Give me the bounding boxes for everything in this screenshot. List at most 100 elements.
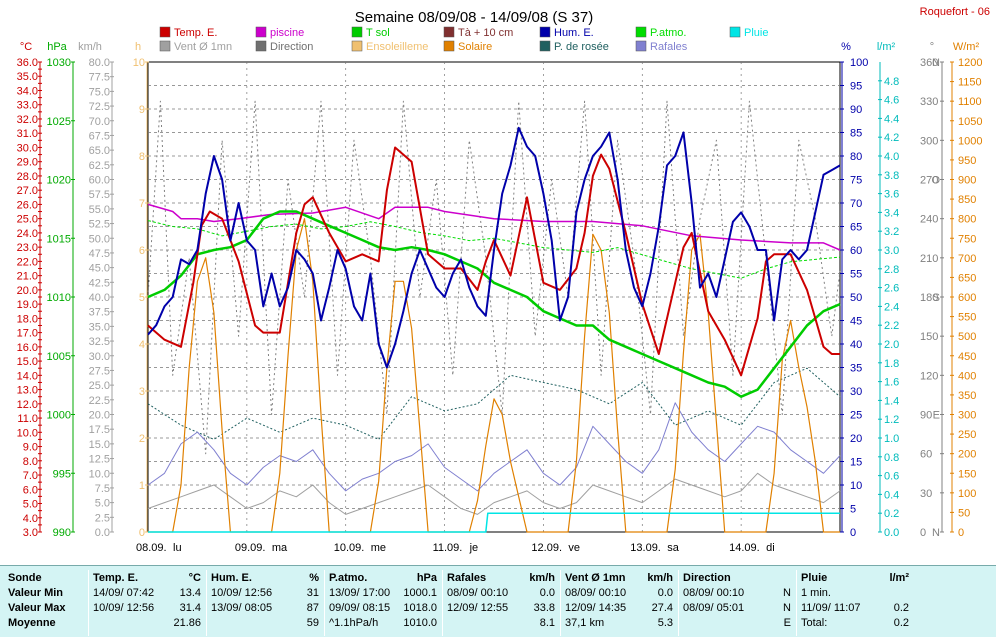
stats-temp-row: 21.86 <box>89 616 207 631</box>
tick-label-rain: 2.0 <box>884 339 899 351</box>
legend-label: Hum. E. <box>554 27 594 39</box>
tick-label-temp: 6.0 <box>23 484 38 496</box>
tick-label-wind: 55.0 <box>89 204 110 216</box>
tick-label-rain: 0.4 <box>884 489 899 501</box>
series-line-p-atmo- <box>147 220 841 279</box>
tick-label-rain: 1.6 <box>884 377 899 389</box>
tick-label-humidity: 75 <box>850 175 862 187</box>
tick-label-solar: 350 <box>958 390 976 402</box>
tick-label-humidity: 60 <box>850 245 862 257</box>
legend-label: P. de rosée <box>554 41 609 53</box>
tick-label-wind: 80.0 <box>89 57 110 69</box>
tick-label-solar: 1100 <box>958 96 982 108</box>
stats-panel: Sonde Valeur Min Valeur Max Moyenne Temp… <box>0 565 996 637</box>
tick-label-solar: 1200 <box>958 57 982 69</box>
legend-swatch <box>443 40 455 52</box>
tick-label-pressure: 1020 <box>47 175 71 187</box>
stats-pluie-value: 0.2 <box>893 617 909 629</box>
series-line-direction <box>147 100 841 455</box>
tick-label-temp: 32.0 <box>17 114 38 126</box>
stats-vent-unit: km/h <box>647 572 673 584</box>
tick-label-rain: 0.2 <box>884 508 899 520</box>
tick-label-humidity: 65 <box>850 222 862 234</box>
tick-label-humidity: 80 <box>850 151 862 163</box>
tick-label-temp: 31.0 <box>17 128 38 140</box>
tick-label-direction: 210 <box>920 253 938 265</box>
stats-rafales-unit: km/h <box>529 572 555 584</box>
legend-label: Pluie <box>744 27 768 39</box>
stats-rafales-row: 8.1 <box>443 616 561 631</box>
stats-pluie-header: Pluie <box>801 572 828 584</box>
stats-rafales-value: 8.1 <box>539 617 555 629</box>
stats-direction-value: N <box>783 602 791 614</box>
tick-label-solar: 700 <box>958 253 976 265</box>
tick-label-temp: 23.0 <box>17 242 38 254</box>
stats-rafales-header: Rafales <box>447 572 487 584</box>
tick-label-temp: 3.0 <box>23 527 38 539</box>
tick-label-rain: 3.6 <box>884 189 899 201</box>
tick-label-humidity: 20 <box>850 433 862 445</box>
stats-patmo-value: 1000.1 <box>403 587 437 599</box>
series-line-t-sol <box>147 210 841 398</box>
tick-label-temp: 10.0 <box>17 427 38 439</box>
tick-label-wind: 2.5 <box>95 512 110 524</box>
tick-label-sun: 8 <box>139 151 145 163</box>
tick-label-wind: 12.5 <box>89 454 110 466</box>
tick-label-humidity: 35 <box>850 363 862 375</box>
tick-label-temp: 19.0 <box>17 299 38 311</box>
tick-label-solar: 1050 <box>958 116 982 128</box>
tick-label-sun: 7 <box>139 198 145 210</box>
tick-label-humidity: 50 <box>850 292 862 304</box>
tick-label-sun: 0 <box>139 527 145 539</box>
stats-pluie-when: Total: <box>801 617 828 629</box>
stats-vent-row: 37,1 km 5.3 <box>561 616 679 631</box>
direction-cardinal: S <box>933 292 940 304</box>
legend-swatch <box>635 26 647 38</box>
tick-label-sun: 10 <box>133 57 145 69</box>
stats-temp-when: 10/09/ 12:56 <box>93 602 155 614</box>
stats-direction-header: Direction <box>683 572 731 584</box>
tick-label-temp: 14.0 <box>17 370 38 382</box>
legend-swatch <box>159 40 171 52</box>
tick-label-pressure: 1025 <box>47 116 71 128</box>
tick-label-solar: 850 <box>958 194 976 206</box>
tick-label-wind: 75.0 <box>89 86 110 98</box>
direction-cardinal: N <box>932 57 940 69</box>
stats-temp-row: 14/09/ 07:42 13.4 <box>89 586 207 601</box>
stats-col-sonde: Sonde Valeur Min Valeur Max Moyenne <box>0 570 88 636</box>
day-name: ma <box>272 542 288 554</box>
tick-label-direction: 120 <box>920 370 938 382</box>
stats-hum-row: 13/09/ 08:05 87 <box>207 601 325 616</box>
axis-unit-sun: h <box>135 41 141 53</box>
legend-label: Solaire <box>458 41 492 53</box>
tick-label-humidity: 0 <box>850 527 856 539</box>
tick-label-temp: 33.0 <box>17 100 38 112</box>
stats-direction-when: 08/09/ 00:10 <box>683 587 745 599</box>
legend-swatch <box>351 40 363 52</box>
tick-label-direction: 180 <box>920 292 938 304</box>
tick-label-humidity: 85 <box>850 128 862 140</box>
stats-temp-value: 31.4 <box>179 602 201 614</box>
stats-row-avg-label: Moyenne <box>8 617 56 629</box>
tick-label-wind: 15.0 <box>89 439 110 451</box>
tick-label-humidity: 45 <box>850 316 862 328</box>
tick-label-sun: 1 <box>139 480 145 492</box>
stats-rafales-value: 0.0 <box>539 587 555 599</box>
tick-label-rain: 3.8 <box>884 170 899 182</box>
day-name: di <box>766 542 775 554</box>
tick-label-wind: 22.5 <box>89 395 110 407</box>
stats-vent-value: 5.3 <box>657 617 673 629</box>
tick-label-rain: 2.4 <box>884 301 899 313</box>
tick-label-humidity: 5 <box>850 504 856 516</box>
tick-label-solar: 1150 <box>958 77 982 89</box>
day-name: sa <box>667 542 680 554</box>
stats-vent-when: 08/09/ 00:10 <box>565 587 627 599</box>
tick-label-temp: 34.0 <box>17 85 38 97</box>
tick-label-humidity: 40 <box>850 339 862 351</box>
direction-cardinal: N <box>932 527 940 539</box>
stats-patmo-row: 09/09/ 08:15 1018.0 <box>325 601 443 616</box>
tick-label-wind: 62.5 <box>89 160 110 172</box>
tick-label-temp: 18.0 <box>17 313 38 325</box>
tick-label-solar: 750 <box>958 233 976 245</box>
series-line-vent-1mn <box>147 472 841 515</box>
